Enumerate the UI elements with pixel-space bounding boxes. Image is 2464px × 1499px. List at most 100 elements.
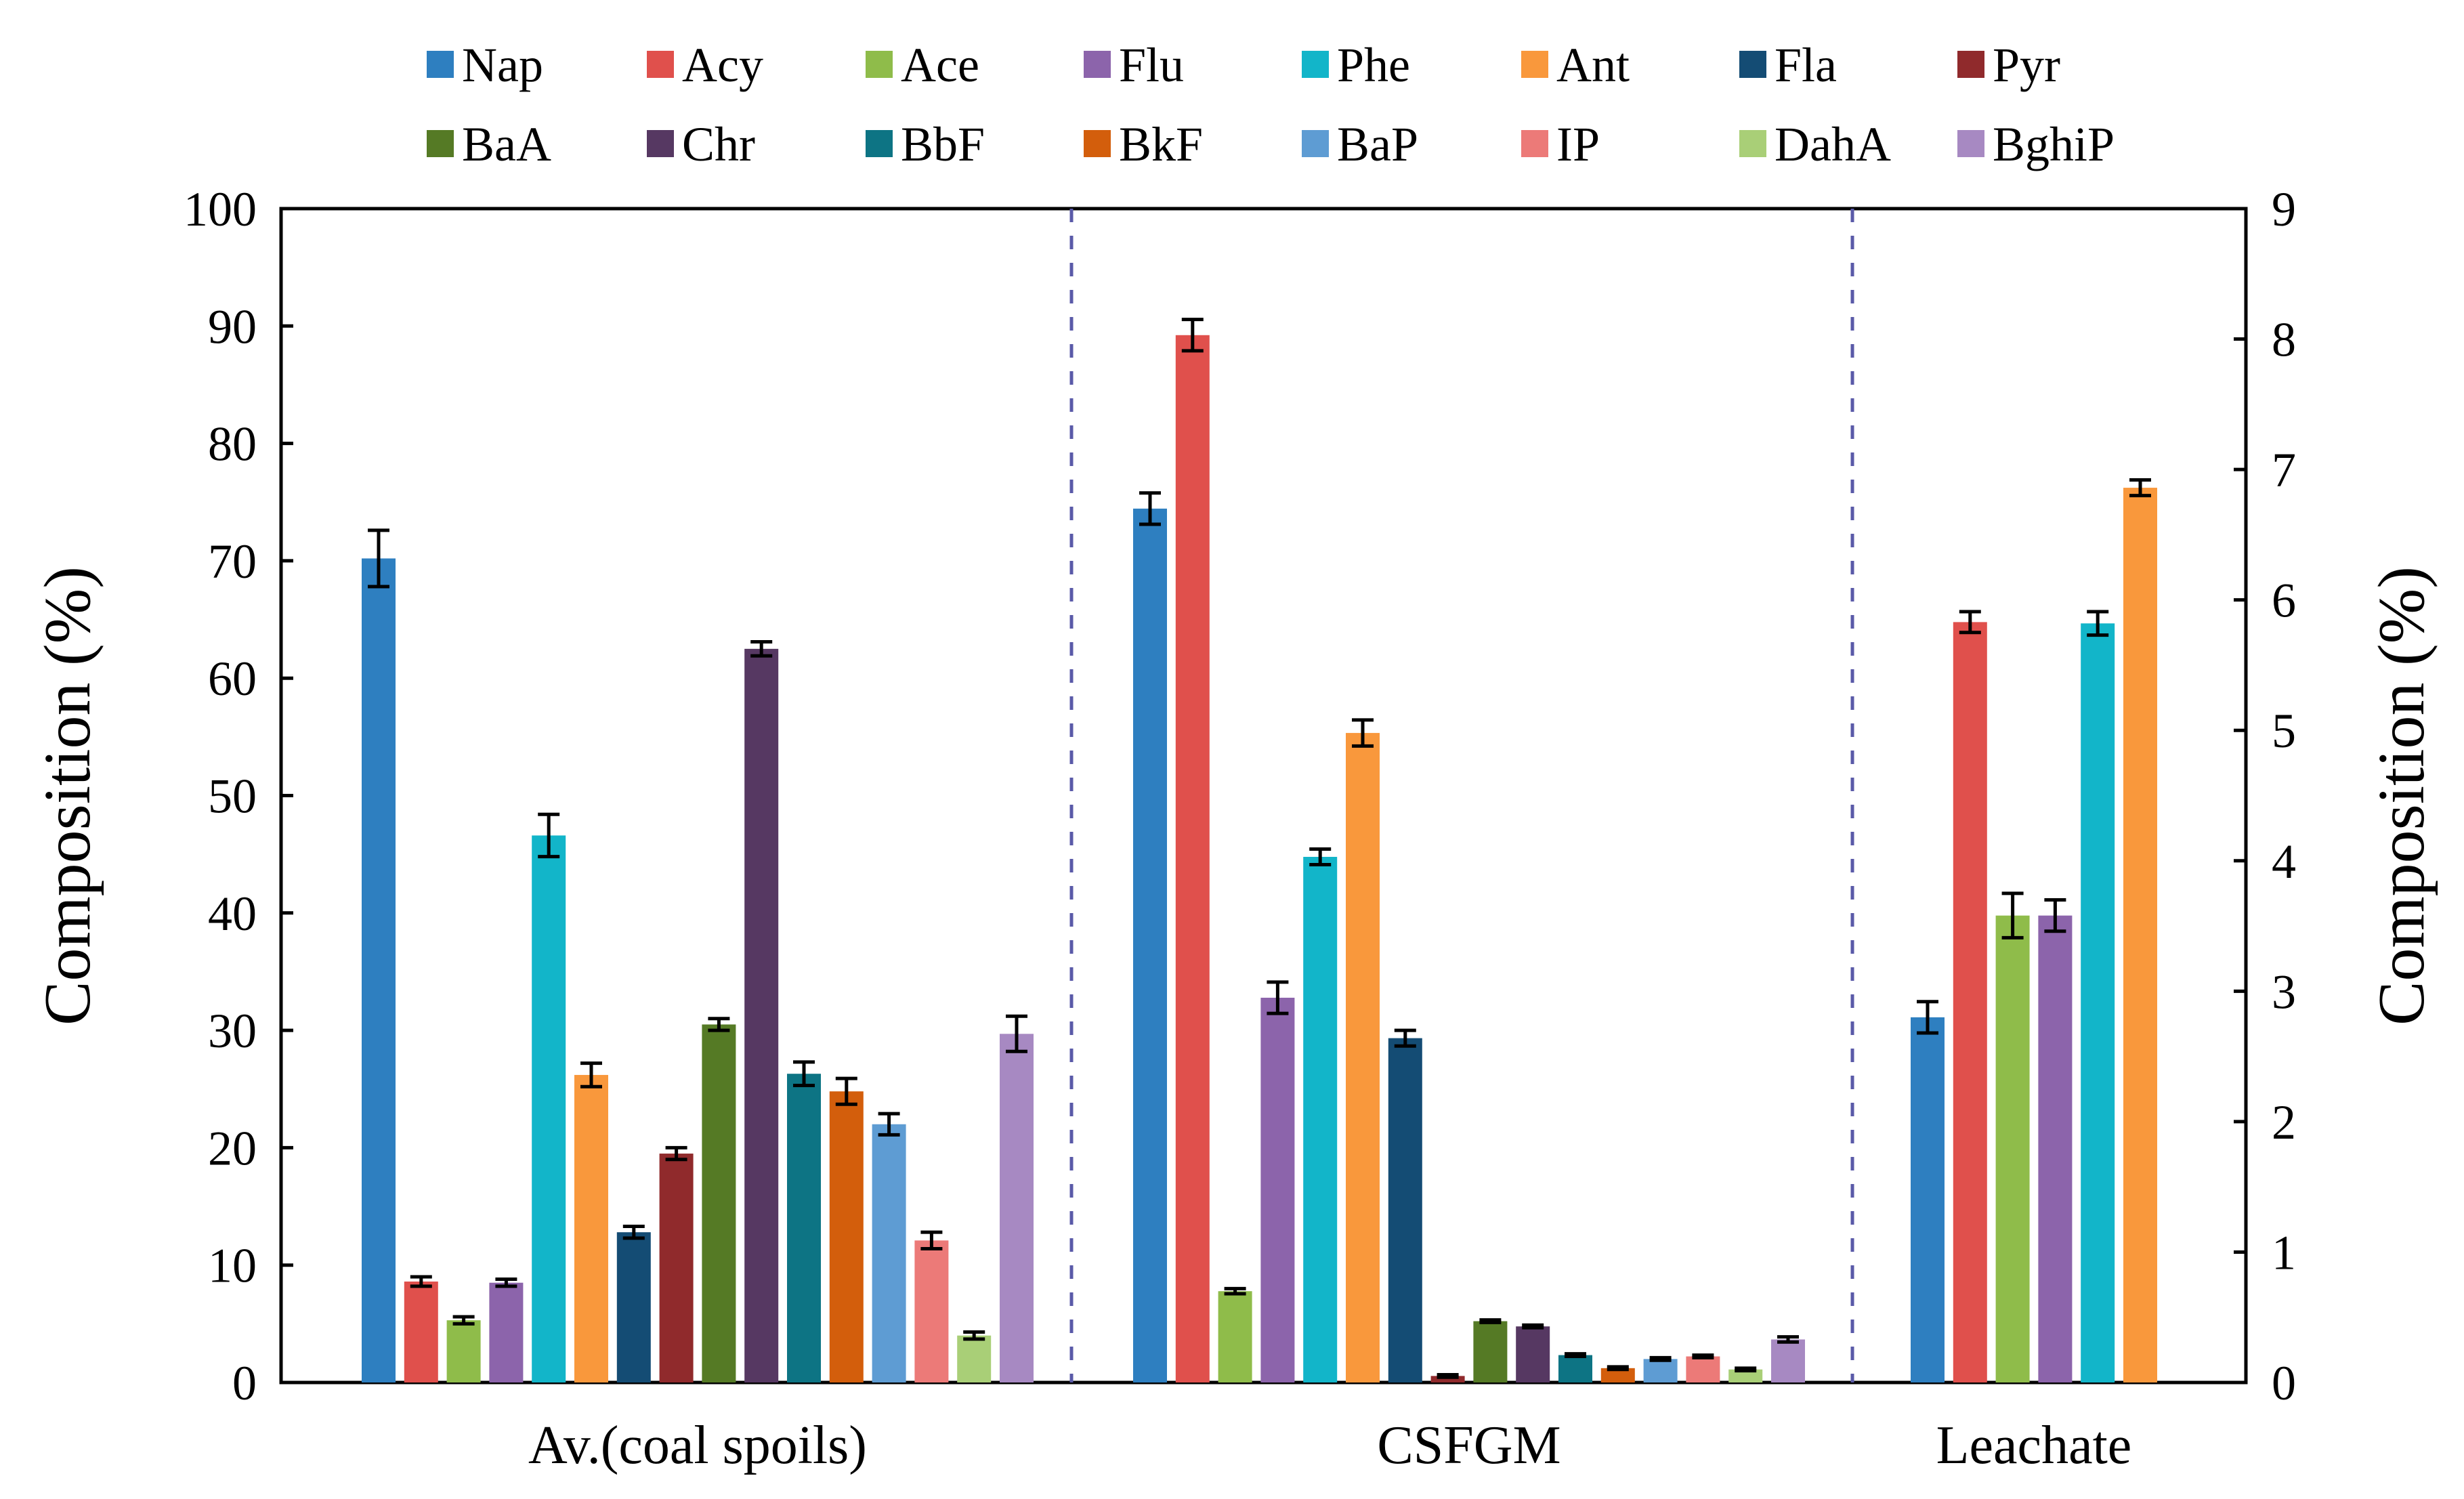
bar-av-coal-spoils--chr xyxy=(744,648,779,1382)
y-right-tick-label: 3 xyxy=(2272,965,2296,1019)
legend-label-ant: Ant xyxy=(1556,38,1630,92)
bar-leachate-ant xyxy=(2123,488,2157,1383)
x-axis-group-labels: Av.(coal spoils) CSFGM Leachate xyxy=(528,1416,2131,1475)
legend-swatch-phe xyxy=(1302,51,1329,78)
y-left-tick-label: 20 xyxy=(208,1121,257,1175)
bar-leachate-phe xyxy=(2081,623,2115,1382)
legend-label-bkf: BkF xyxy=(1119,117,1203,171)
legend-swatch-ant xyxy=(1521,51,1548,78)
y-right-tick-label: 4 xyxy=(2272,835,2296,889)
y-right-tick-label: 7 xyxy=(2272,443,2296,497)
legend-swatch-bbf xyxy=(866,130,893,157)
y-left-tick-label: 60 xyxy=(208,652,257,706)
bar-av-coal-spoils--nap xyxy=(362,558,396,1382)
bar-csfgm-bbf xyxy=(1558,1355,1592,1382)
bar-csfgm-flu xyxy=(1260,997,1295,1382)
y-right-tick-label: 6 xyxy=(2272,574,2296,628)
legend-label-pyr: Pyr xyxy=(1993,38,2060,92)
bar-av-coal-spoils--ip xyxy=(914,1240,949,1382)
y-right-tick-label: 2 xyxy=(2272,1095,2296,1149)
bar-csfgm-pyr xyxy=(1430,1376,1465,1382)
legend-swatch-bap xyxy=(1302,130,1329,157)
bars xyxy=(362,318,2157,1383)
legend-label-bghip: BghiP xyxy=(1993,117,2115,171)
bar-csfgm-chr xyxy=(1516,1326,1550,1382)
legend-swatch-baa xyxy=(427,130,454,157)
legend-swatch-ace xyxy=(866,51,893,78)
y-left-tick-label: 0 xyxy=(232,1356,257,1410)
y-axis-left: 0 10 20 30 40 50 60 70 80 90 100 xyxy=(184,182,293,1410)
y-left-tick-label: 40 xyxy=(208,887,257,941)
y-left-tick-label: 50 xyxy=(208,769,257,824)
legend-swatch-fla xyxy=(1739,51,1766,78)
legend-label-baa: BaA xyxy=(462,117,551,171)
bar-csfgm-baa xyxy=(1473,1321,1508,1382)
legend-label-acy: Acy xyxy=(682,38,763,92)
bar-av-coal-spoils--ace xyxy=(446,1320,481,1382)
legend-label-ip: IP xyxy=(1556,117,1600,171)
legend-swatch-pyr xyxy=(1957,51,1984,78)
bar-leachate-ace xyxy=(1995,915,2030,1382)
bar-av-coal-spoils--baa xyxy=(702,1024,736,1382)
legend-swatch-bghip xyxy=(1957,130,1984,157)
bar-av-coal-spoils--phe xyxy=(532,835,566,1382)
y-left-tick-label: 100 xyxy=(184,182,257,236)
bar-av-coal-spoils--bbf xyxy=(787,1074,821,1382)
y-left-tick-label: 10 xyxy=(208,1239,257,1293)
bar-av-coal-spoils--daha xyxy=(957,1335,992,1382)
bar-leachate-acy xyxy=(1953,622,1987,1382)
bar-csfgm-daha xyxy=(1728,1369,1763,1382)
y-right-tick-label: 5 xyxy=(2272,704,2296,758)
y-left-tick-label: 90 xyxy=(208,299,257,354)
legend-swatch-chr xyxy=(647,130,674,157)
bar-av-coal-spoils--bkf xyxy=(829,1091,864,1382)
legend-swatch-flu xyxy=(1084,51,1111,78)
legend-label-flu: Flu xyxy=(1119,38,1184,92)
legend-label-daha: DahA xyxy=(1775,117,1891,171)
bar-csfgm-bap xyxy=(1643,1359,1678,1382)
legend: Nap Acy Ace Flu Phe Ant Fla Pyr BaA Chr BbF BkF BaP I… xyxy=(427,38,2115,171)
legend-label-bbf: BbF xyxy=(901,117,985,171)
x-group-label: CSFGM xyxy=(1377,1416,1560,1475)
legend-label-phe: Phe xyxy=(1337,38,1410,92)
legend-label-fla: Fla xyxy=(1775,38,1837,92)
legend-swatch-bkf xyxy=(1084,130,1111,157)
bar-av-coal-spoils--acy xyxy=(404,1281,438,1382)
legend-swatch-daha xyxy=(1739,130,1766,157)
bar-leachate-nap xyxy=(1911,1017,1945,1382)
legend-label-nap: Nap xyxy=(462,38,543,92)
legend-label-ace: Ace xyxy=(901,38,979,92)
bar-csfgm-ip xyxy=(1686,1356,1720,1382)
legend-swatch-acy xyxy=(647,51,674,78)
plot-area xyxy=(279,207,2248,1385)
y-right-tick-label: 1 xyxy=(2272,1225,2296,1280)
bar-av-coal-spoils--fla xyxy=(616,1232,651,1382)
legend-label-bap: BaP xyxy=(1337,117,1418,171)
legend-swatch-ip xyxy=(1521,130,1548,157)
y-right-tick-label: 8 xyxy=(2272,313,2296,367)
legend-swatch-nap xyxy=(427,51,454,78)
bar-av-coal-spoils--bghip xyxy=(1000,1034,1034,1382)
bar-av-coal-spoils--ant xyxy=(574,1074,608,1382)
y-right-tick-label: 0 xyxy=(2272,1356,2296,1410)
y-axis-right: 0 1 2 3 4 5 6 7 8 9 xyxy=(2234,182,2296,1410)
bar-csfgm-acy xyxy=(1175,335,1210,1382)
bar-csfgm-fla xyxy=(1388,1038,1422,1382)
y-left-tick-label: 80 xyxy=(208,417,257,471)
y-axis-right-title: Composition (%) xyxy=(2365,566,2438,1026)
y-axis-left-title: Composition (%) xyxy=(31,566,104,1026)
bar-csfgm-nap xyxy=(1133,508,1167,1382)
bar-csfgm-bkf xyxy=(1600,1368,1635,1382)
bar-av-coal-spoils--bap xyxy=(872,1124,906,1382)
y-left-tick-label: 30 xyxy=(208,1004,257,1058)
bar-csfgm-phe xyxy=(1303,857,1338,1382)
x-group-label: Leachate xyxy=(1936,1416,2132,1475)
bar-csfgm-bghip xyxy=(1771,1339,1805,1382)
bar-leachate-flu xyxy=(2038,915,2073,1382)
bar-csfgm-ant xyxy=(1346,733,1380,1382)
bar-av-coal-spoils--flu xyxy=(489,1282,524,1382)
bar-av-coal-spoils--pyr xyxy=(659,1154,694,1382)
legend-label-chr: Chr xyxy=(682,117,755,171)
y-right-tick-label: 9 xyxy=(2272,182,2296,236)
